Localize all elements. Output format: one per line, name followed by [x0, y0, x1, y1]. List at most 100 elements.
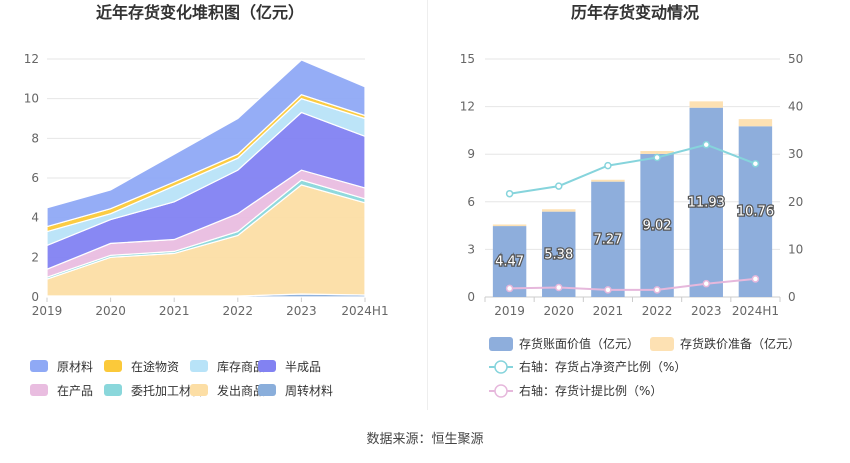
line-point-line_ratio: [653, 153, 661, 162]
right-x-tick: 2023: [691, 304, 722, 318]
line-point-line_provision: [555, 283, 563, 292]
legend-label: 发出商品: [217, 383, 265, 398]
right-y2-tick: 30: [788, 147, 803, 161]
left-y-tick: 2: [31, 250, 39, 264]
legend-marker-line_ratio: [494, 360, 508, 374]
legend-label: 在产品: [57, 384, 93, 398]
right-y2-tick: 0: [788, 290, 796, 304]
data-source-footer: 数据来源：恒生聚源: [366, 432, 483, 447]
legend-swatch-bar_book: [489, 337, 513, 351]
left-y-tick: 4: [31, 211, 39, 225]
legend-swatch-bar_reserve: [650, 337, 674, 351]
legend-label: 半成品: [285, 360, 321, 374]
right-y-tick-labels: 0 3 6 9 12 15: [460, 52, 475, 304]
bar-impairment-reserve: [542, 209, 576, 212]
right-bar-labels: 4.47 5.38 7.27 9.02 11.93 10.76: [494, 194, 775, 271]
right-x-tick: 2021: [593, 304, 624, 318]
right-x-tick: 2022: [642, 304, 673, 318]
left-y-tick: 0: [31, 290, 39, 304]
left-y-tick: 12: [24, 52, 39, 66]
legend-label: 在途物资: [131, 359, 179, 374]
line-point-line_ratio: [604, 161, 612, 170]
line-point-line_ratio: [555, 182, 563, 190]
right-y2-tick-labels: 0 10 20 30 40 50: [788, 52, 803, 304]
legend-swatch-wip_transit: [104, 360, 122, 372]
right-x-tick: 2024H1: [732, 304, 779, 318]
bar-value-label: 7.27: [593, 232, 622, 247]
left-chart-title: 近年存货变化堆积图（亿元）: [96, 3, 304, 22]
right-y2-tick: 40: [788, 100, 803, 114]
legend-swatch-goods_stock: [190, 360, 208, 372]
line-point-line_provision: [653, 286, 661, 294]
left-x-tick-labels: 2019 2020 2021 2022 2023 2024H1: [32, 304, 389, 318]
legend-label: 原材料: [57, 360, 93, 374]
left-y-tick: 10: [24, 92, 39, 106]
left-x-tick: 2020: [95, 304, 126, 318]
legend-swatch-raw: [30, 360, 48, 372]
right-x-tick: 2020: [543, 304, 574, 318]
bar-value-label: 11.93: [688, 195, 725, 210]
stacked-area-chart: 近年存货变化堆积图（亿元） 0 2 4 6 8 10 12 2019 2020 2021 2022…: [24, 3, 389, 398]
legend-label: 周转材料: [285, 383, 333, 398]
left-x-tick: 2023: [286, 304, 317, 318]
legend-swatch-turnover: [258, 384, 276, 396]
left-y-tick-labels: 0 2 4 6 8 10 12: [24, 52, 39, 304]
legend-label: 右轴：存货占净资产比例（%）: [519, 359, 686, 374]
left-area-series: [46, 59, 366, 298]
line-point-line_ratio: [702, 140, 710, 149]
legend-swatch-semi: [258, 360, 276, 372]
bar-book-value: [591, 181, 625, 297]
right-y-tick: 0: [467, 290, 475, 304]
right-y-tick: 6: [467, 195, 475, 209]
left-x-tick: 2019: [32, 304, 63, 318]
area-raw: [46, 59, 366, 228]
bar-value-label: 10.76: [737, 205, 774, 220]
line-point-line_provision: [702, 279, 710, 288]
left-x-tick: 2021: [159, 304, 190, 318]
right-line-series: [505, 140, 760, 294]
bar-line-chart: 历年存货变动情况 4.47 5.38 7.27 9.02 11.93 10.76 0 3 6 9…: [460, 3, 804, 398]
right-y-tick: 3: [467, 242, 475, 256]
line-point-line_ratio: [505, 189, 514, 198]
legend-label: 库存商品: [217, 359, 265, 374]
bar-impairment-reserve: [738, 119, 773, 127]
left-y-tick: 8: [31, 131, 39, 145]
right-y2-tick: 20: [788, 195, 803, 209]
bar-value-label: 5.38: [544, 247, 573, 262]
left-y-tick: 6: [31, 171, 39, 185]
left-x-tick: 2024H1: [341, 304, 388, 318]
right-x-tick-labels: 2019 2020 2021 2022 2023 2024H1: [494, 304, 779, 318]
bar-value-label: 4.47: [495, 255, 524, 270]
line-line_provision: [509, 277, 756, 291]
line-point-line_provision: [751, 275, 760, 283]
right-bar-series: [492, 101, 773, 298]
right-gridlines: [484, 58, 781, 302]
bar-impairment-reserve: [591, 179, 625, 182]
bar-book-value: [542, 211, 576, 297]
legend-marker-line_provision: [494, 384, 508, 398]
line-point-line_ratio: [751, 159, 760, 168]
left-x-tick: 2022: [223, 304, 254, 318]
line-line_ratio: [509, 143, 756, 195]
legend-swatch-consign: [104, 384, 122, 396]
right-y2-tick: 50: [788, 52, 803, 66]
legend-swatch-shipped: [190, 384, 208, 396]
bar-book-value: [738, 126, 773, 298]
right-y-tick: 12: [460, 100, 475, 114]
bar-book-value: [640, 153, 674, 297]
right-chart-title: 历年存货变动情况: [571, 3, 699, 22]
right-y2-tick: 10: [788, 242, 803, 256]
right-y-tick: 9: [467, 147, 475, 161]
legend-label: 右轴：存货计提比例（%）: [519, 383, 662, 398]
bar-impairment-reserve: [689, 101, 723, 108]
panel-divider: [427, 0, 428, 410]
right-x-tick: 2019: [494, 304, 525, 318]
right-legend: 存货账面价值（亿元） 存货跌价准备（亿元） 右轴：存货占净资产比例（%） 右轴：存货计…: [489, 336, 800, 398]
bar-impairment-reserve: [492, 224, 527, 227]
bar-book-value: [689, 107, 723, 297]
line-point-line_provision: [604, 286, 612, 294]
bar-impairment-reserve: [640, 151, 674, 154]
legend-label: 存货账面价值（亿元）: [519, 336, 639, 351]
